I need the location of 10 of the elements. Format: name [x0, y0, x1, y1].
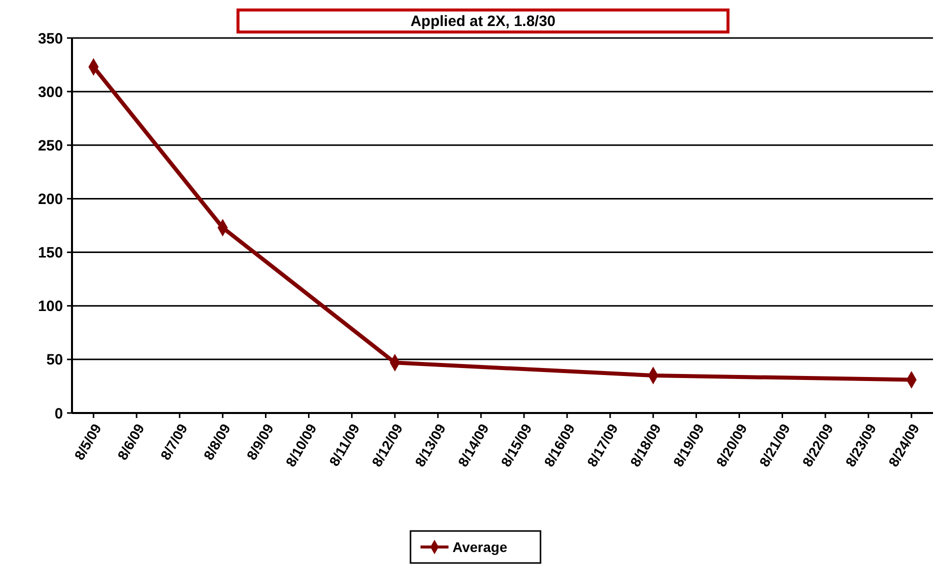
y-tick-label: 200 [38, 190, 63, 208]
y-tick-label: 100 [38, 298, 63, 316]
legend-label: Average [452, 538, 508, 555]
y-tick-label: 250 [38, 137, 63, 154]
chart-title: Applied at 2X, 1.8/30 [410, 13, 556, 30]
y-tick-label: 50 [46, 352, 63, 369]
y-tick-label: 0 [54, 405, 63, 422]
y-tick-label: 300 [38, 84, 63, 101]
y-tick-label: 350 [38, 30, 63, 48]
y-tick-label: 150 [38, 244, 63, 262]
